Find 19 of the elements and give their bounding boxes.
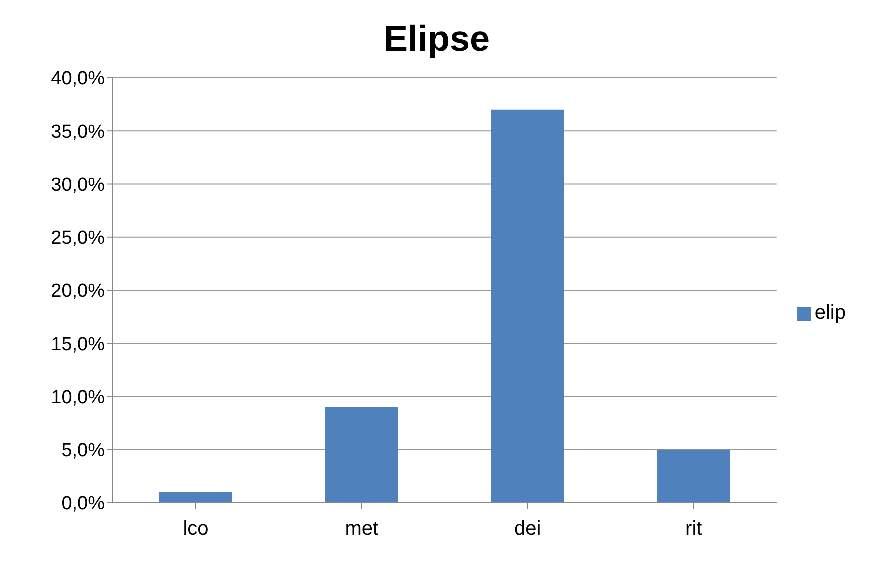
y-tick-label: 0,0% — [62, 494, 106, 515]
x-tick-label: met — [345, 518, 380, 540]
y-tick-label: 5,0% — [62, 440, 106, 462]
y-tick-label: 40,0% — [51, 68, 106, 90]
y-tick-label: 10,0% — [51, 387, 106, 408]
bar — [657, 450, 730, 503]
chart-title: Elipse — [382, 17, 492, 61]
bar — [159, 492, 232, 503]
x-tick-label: rit — [686, 518, 703, 540]
y-tick-label: 30,0% — [51, 174, 106, 196]
y-tick-label: 15,0% — [51, 334, 106, 356]
x-tick-label: dei — [514, 518, 542, 540]
y-tick-label: 25,0% — [51, 228, 106, 250]
x-tick-label: lco — [183, 518, 209, 540]
bar — [491, 110, 564, 503]
y-tick-label: 35,0% — [51, 122, 106, 143]
legend-label: elip — [814, 302, 846, 324]
bar — [325, 407, 398, 503]
y-tick-label: 20,0% — [51, 281, 106, 302]
